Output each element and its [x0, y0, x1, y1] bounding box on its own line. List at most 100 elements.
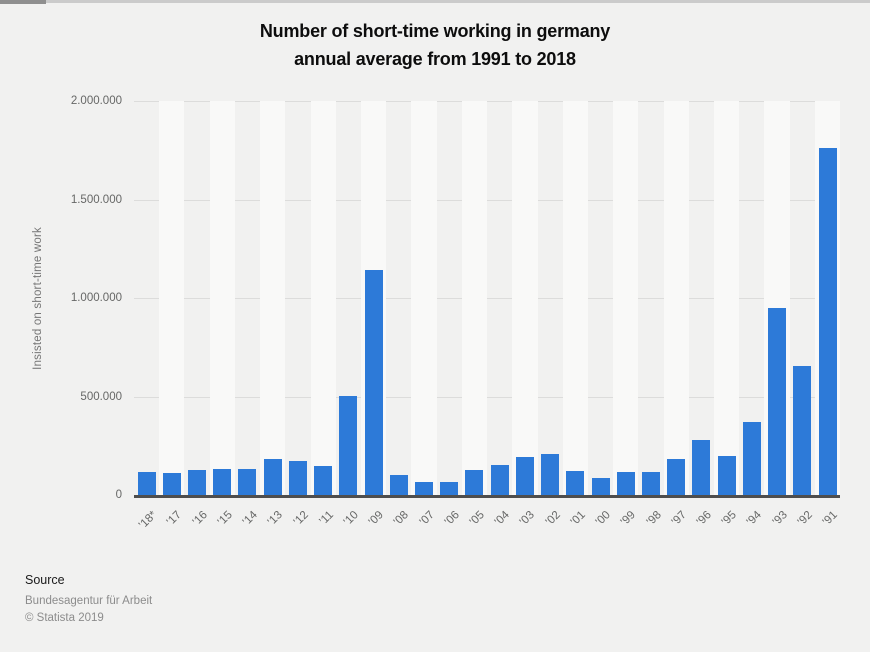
chart-column	[260, 101, 286, 495]
chart-column	[437, 101, 462, 495]
x-tick-label: ’98	[644, 509, 664, 529]
x-tick-label: ’99	[618, 509, 639, 529]
bar-10[interactable]	[339, 395, 358, 495]
y-tick-label: 2.000.000	[70, 95, 122, 107]
x-tick-label: ’18*	[136, 509, 160, 532]
chart-column	[814, 101, 841, 495]
bar-14[interactable]	[238, 468, 257, 495]
bar-00[interactable]	[591, 478, 610, 495]
bar-16[interactable]	[188, 469, 207, 495]
chart-column	[562, 101, 588, 495]
x-axis-ticks: ’18* ’17’16’15’14’13’12 ’11 ’10’09’08’07’06…	[134, 503, 840, 555]
x-tick-label: ’95	[719, 509, 739, 529]
chart-title: Number of short-time working in germany …	[0, 17, 870, 73]
chart-column	[235, 101, 260, 495]
x-tick-label: ’93	[770, 509, 790, 529]
chart-column	[461, 101, 488, 495]
source-label: Source	[25, 573, 65, 587]
bar-05[interactable]	[465, 470, 484, 495]
chart-column	[538, 101, 563, 495]
bar-99[interactable]	[616, 471, 635, 495]
footer: Source Bundesagentur für Arbeit © Statis…	[25, 573, 152, 627]
bar-01[interactable]	[566, 470, 585, 495]
bar-91[interactable]	[818, 148, 837, 495]
bar-18[interactable]	[137, 471, 156, 495]
chart-column	[285, 101, 310, 495]
x-tick-label: ’91	[820, 509, 840, 529]
bar-08[interactable]	[389, 474, 408, 495]
y-tick-label: 0	[115, 489, 122, 501]
top-edge-strip-dark	[0, 0, 46, 4]
y-tick-label: 500.000	[80, 390, 122, 403]
chart-title-line2: annual average from 1991 to 2018	[294, 49, 576, 69]
bar-chart-plot-area	[134, 101, 841, 498]
bar-95[interactable]	[717, 455, 736, 495]
bar-06[interactable]	[440, 481, 459, 495]
bar-02[interactable]	[541, 454, 560, 495]
x-tick-label: ’01	[568, 509, 588, 529]
x-tick-label: ’14	[240, 509, 260, 529]
chart-column	[209, 101, 235, 495]
x-tick-label: ’96	[694, 509, 714, 529]
chart-column	[739, 101, 764, 495]
chart-column	[336, 101, 361, 495]
chart-column	[663, 101, 689, 495]
chart-column	[714, 101, 740, 495]
bar-03[interactable]	[515, 456, 534, 495]
y-tick-label: 1.000.000	[70, 292, 122, 304]
chart-column	[487, 101, 512, 495]
chart-title-line1: Number of short-time working in germany	[259, 21, 611, 41]
x-tick-label: ’15	[215, 509, 235, 529]
bar-12[interactable]	[288, 460, 307, 495]
x-tick-label: ’08	[391, 509, 412, 529]
chart-column	[689, 101, 714, 495]
bar-93[interactable]	[768, 308, 787, 495]
x-tick-label: ’06	[442, 509, 462, 529]
bar-15[interactable]	[213, 469, 232, 495]
chart-column	[764, 101, 790, 495]
x-tick-label: ’07	[417, 509, 437, 529]
bar-96[interactable]	[692, 440, 711, 495]
bar-04[interactable]	[490, 465, 509, 495]
x-tick-label: ’10	[341, 509, 361, 529]
x-tick-label: ’97	[669, 509, 689, 529]
x-tick-label: ’02	[543, 509, 563, 529]
chart-column	[411, 101, 437, 495]
x-tick-label: ’92	[795, 509, 815, 529]
bar-17[interactable]	[162, 472, 181, 495]
chart-column	[588, 101, 613, 495]
bar-09[interactable]	[364, 269, 383, 495]
chart-column	[638, 101, 663, 495]
y-tick-label: 1.500.000	[70, 193, 122, 206]
bar-98[interactable]	[641, 472, 660, 495]
bar-11[interactable]	[314, 465, 333, 495]
bar-97[interactable]	[667, 458, 686, 495]
bar-13[interactable]	[263, 458, 282, 495]
x-tick-label: ’04	[492, 509, 513, 529]
x-tick-label: ’05	[467, 509, 487, 529]
x-tick-label: ’11	[316, 509, 336, 528]
chart-column	[159, 101, 185, 495]
chart-column	[184, 101, 209, 495]
source-value: Bundesagentur für Arbeit	[25, 595, 153, 607]
chart-column	[360, 101, 387, 495]
x-tick-label: ’94	[744, 509, 765, 529]
x-tick-label: ’09	[366, 509, 386, 529]
chart-column	[386, 101, 411, 495]
y-axis-ticks: 2.000.000 1.500.000 1.000.000 500.000 0	[0, 95, 122, 501]
chart-column	[134, 101, 159, 495]
top-edge-strip	[0, 0, 870, 3]
x-tick-label: ’17	[164, 509, 185, 529]
x-tick-label: ’03	[517, 509, 538, 529]
x-tick-label: ’16	[190, 509, 210, 529]
x-tick-label: ’00	[593, 509, 613, 529]
chart-column	[310, 101, 336, 495]
chart-column	[613, 101, 639, 495]
x-tick-label: ’12	[291, 509, 311, 529]
bar-94[interactable]	[742, 421, 761, 495]
x-tick-label: ’13	[265, 509, 286, 529]
bar-07[interactable]	[415, 481, 434, 495]
chart-column	[512, 101, 538, 495]
bar-92[interactable]	[793, 366, 812, 495]
